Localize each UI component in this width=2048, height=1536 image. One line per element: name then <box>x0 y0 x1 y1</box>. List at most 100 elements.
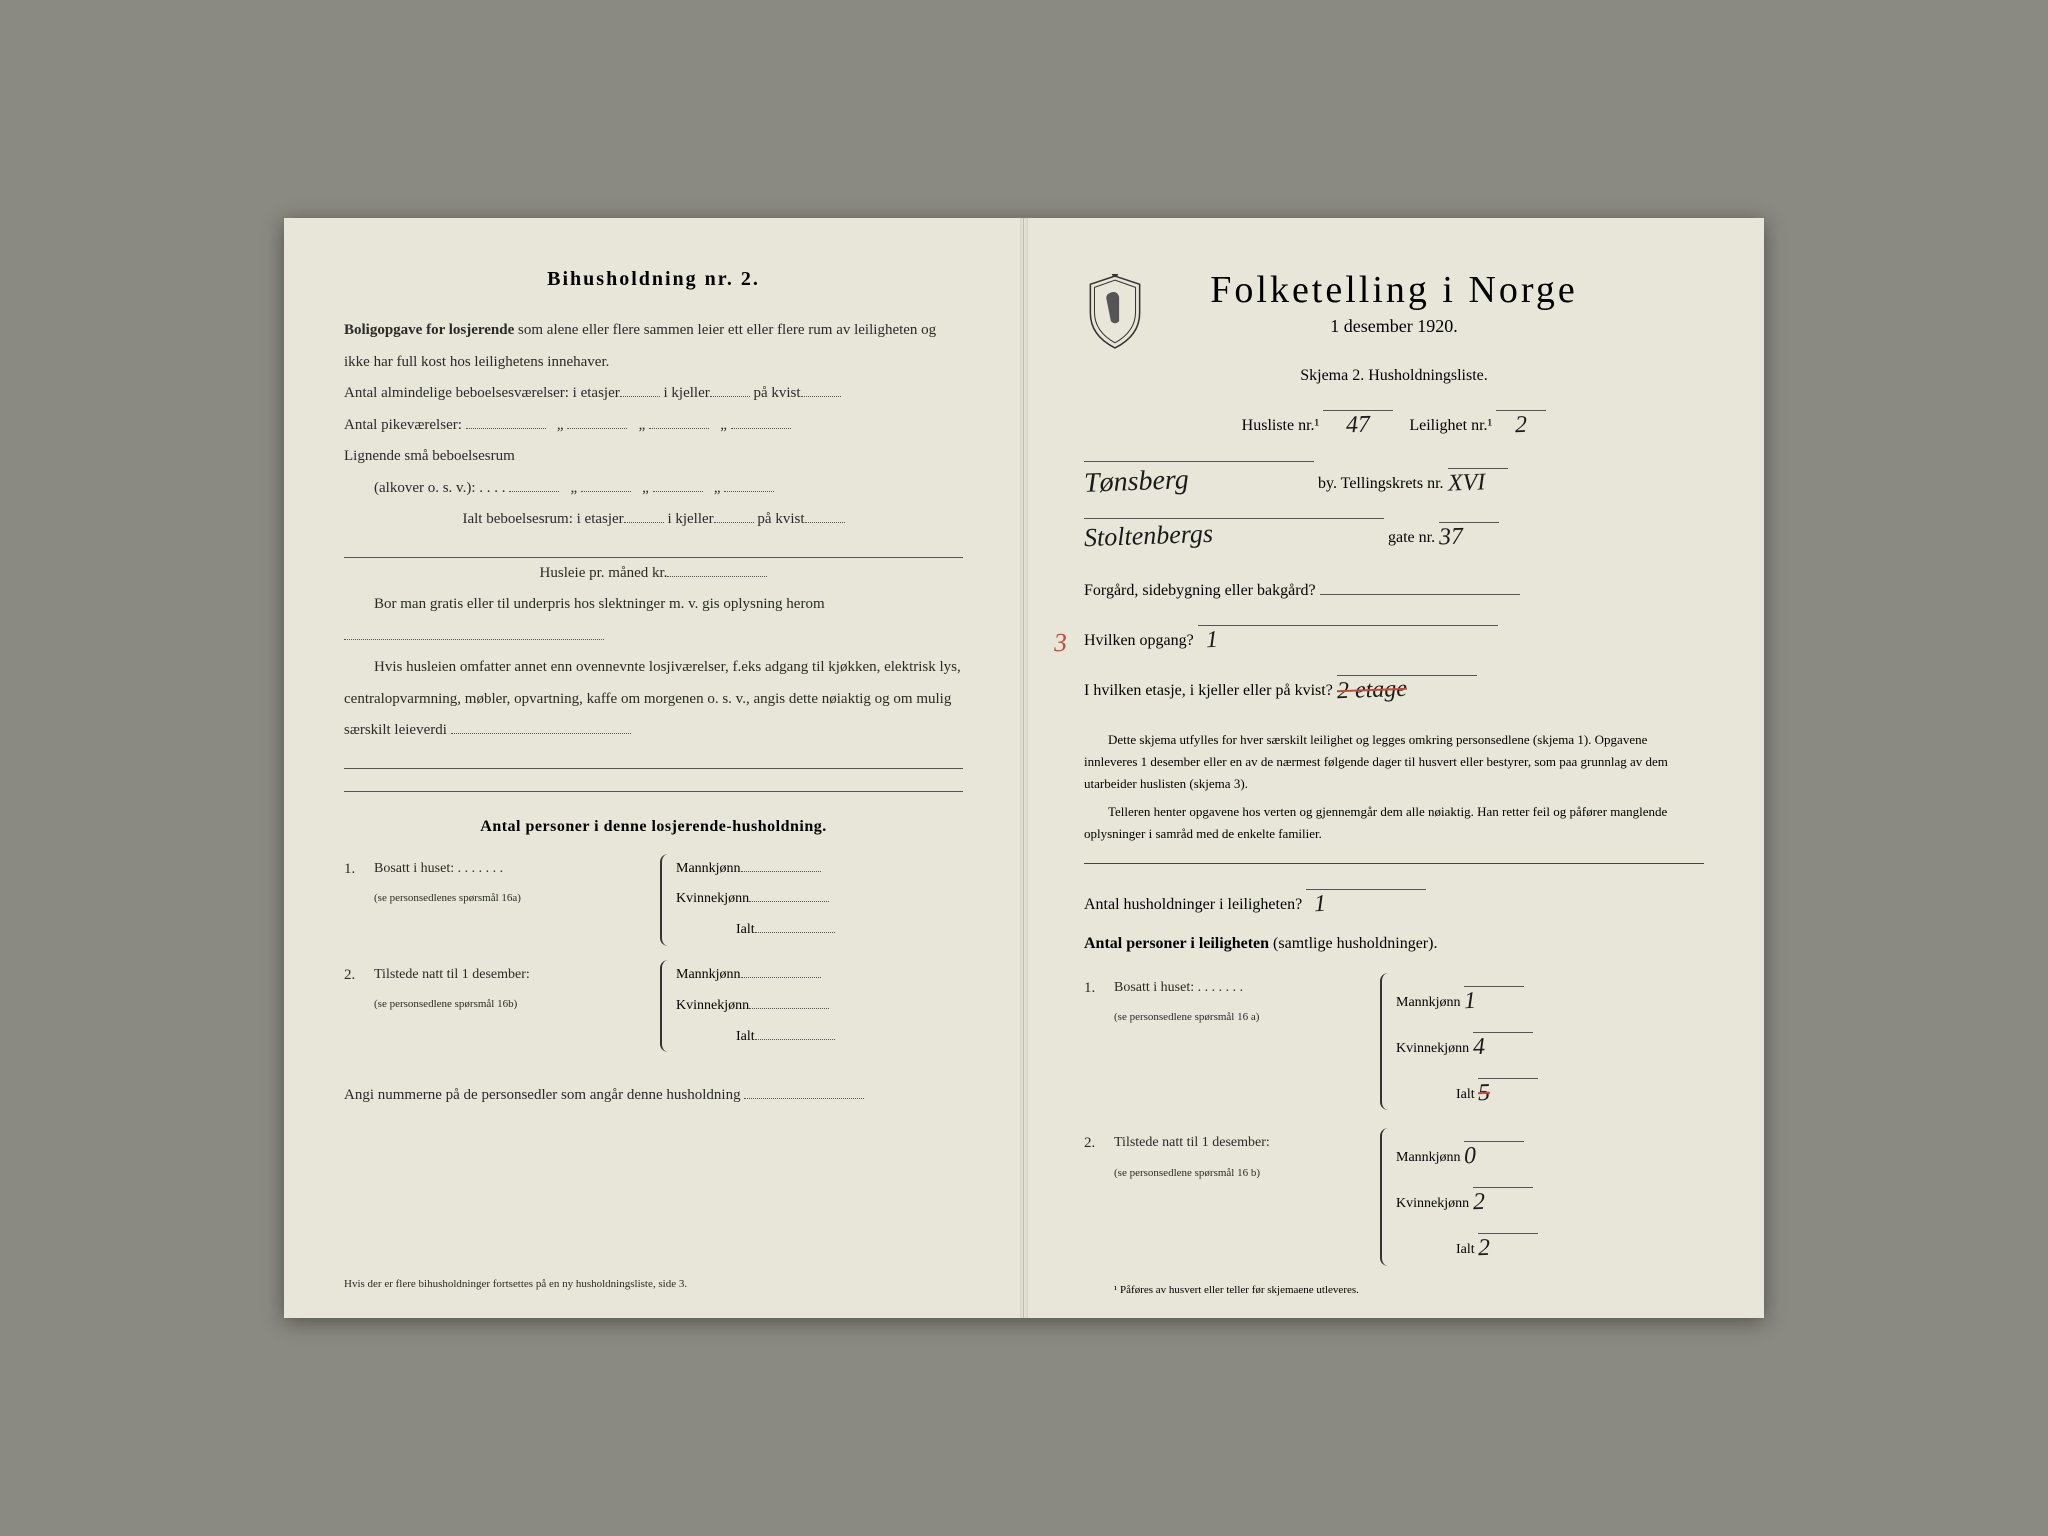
total-label: Ialt beboelsesrum: i etasjer <box>462 511 623 527</box>
r-bm-blank: 1 <box>1464 973 1524 987</box>
r-bi-blank: 5 <box>1478 1065 1538 1079</box>
husliste-blank: 47 <box>1323 395 1393 411</box>
blank-bi <box>755 919 835 933</box>
blank-bk <box>749 888 829 902</box>
num-2: 2. <box>344 960 374 1052</box>
r-bosatt-row: 1. Bosatt i huset: . . . . . . . (se per… <box>1084 973 1704 1110</box>
blank-husleie <box>451 719 631 734</box>
husliste-line: Husliste nr.¹ 47 Leilighet nr.¹ 2 <box>1084 395 1704 445</box>
tilstede-label: Tilstede natt til 1 desember: <box>374 967 530 982</box>
hush-line: Antal husholdninger i leiligheten? 1 <box>1084 874 1704 924</box>
blank-tot2 <box>714 508 754 523</box>
alkover-label: (alkover o. s. v.): . . . . <box>374 480 506 496</box>
leilighet-blank: 2 <box>1496 395 1546 411</box>
gratis-text: Bor man gratis eller til underpris hos s… <box>374 596 825 612</box>
rooms-label-3: på kvist <box>753 385 800 401</box>
maid-line: Antal pikeværelser: „ „ „ <box>344 410 963 442</box>
blank-alk2 <box>581 477 631 492</box>
blank-maid2 <box>567 414 627 429</box>
small-rooms-line: Lignende små beboelsesrum (alkover o. s.… <box>344 441 963 504</box>
left-footnote: Hvis der er flere bihusholdninger fortse… <box>344 1273 963 1296</box>
r-bosatt-label: Bosatt i huset: . . . . . . . <box>1114 980 1243 995</box>
bosatt-label-wrap: Bosatt i huset: . . . . . . . (se person… <box>374 854 654 946</box>
date-line: 1 desember 1920. <box>1084 316 1704 337</box>
r-tilstede-label-wrap: Tilstede natt til 1 desember: (se person… <box>1114 1128 1374 1265</box>
left-heading: Bihusholdning nr. 2. <box>344 268 963 291</box>
angi-text: Angi nummerne på de personsedler som ang… <box>344 1087 741 1103</box>
gate-blank: Stoltenbergs <box>1084 503 1384 519</box>
hush-blank: 1 <box>1306 874 1426 890</box>
census-document: Bihusholdning nr. 2. Boligopgave for los… <box>284 218 1764 1318</box>
total-label3: på kvist <box>757 511 804 527</box>
coat-of-arms-icon <box>1084 274 1146 350</box>
r-num-2: 2. <box>1084 1128 1114 1265</box>
small-label: Lignende små beboelsesrum <box>344 448 515 464</box>
right-footnote: ¹ Påføres av husvert eller teller før sk… <box>1114 1284 1359 1296</box>
blank-alk1 <box>509 477 559 492</box>
tilstede-mann: Mannkjønn <box>676 960 835 991</box>
opgang-line: Hvilken opgang? 1 <box>1084 610 1704 660</box>
main-title: Folketelling i Norge <box>1084 268 1704 312</box>
instructions-1: Dette skjema utfylles for hver særskilt … <box>1084 729 1704 795</box>
bosatt-brace: Mannkjønn Kvinnekjønn Ialt <box>660 854 835 946</box>
blank-tot1 <box>624 508 664 523</box>
etasje-line: I hvilken etasje, i kjeller eller på kvi… <box>1084 660 1704 710</box>
bosatt-mann: Mannkjønn <box>676 854 835 885</box>
divider <box>1084 863 1704 864</box>
maid-label: Antal pikeværelser: <box>344 417 462 433</box>
kvinne-l2: Kvinnekjønn <box>676 998 749 1013</box>
rooms-label-1: Antal almindelige beboelsesværelser: i e… <box>344 385 620 401</box>
pers-title-line: Antal personer i leiligheten (samtlige h… <box>1084 925 1704 963</box>
r-num-1: 1. <box>1084 973 1114 1110</box>
pers-sub: (samtlige husholdninger). <box>1269 935 1437 952</box>
blank-ti <box>755 1026 835 1040</box>
husleie-text: Hvis husleien omfatter annet enn ovennev… <box>344 659 961 738</box>
gatenr-blank: 37 <box>1439 507 1499 523</box>
r-bosatt-label-wrap: Bosatt i huset: . . . . . . . (se person… <box>1114 973 1374 1110</box>
r-tilstede-sub: (se personsedlene spørsmål 16 b) <box>1114 1167 1260 1179</box>
left-page: Bihusholdning nr. 2. Boligopgave for los… <box>284 218 1024 1318</box>
blank-maid3 <box>649 414 709 429</box>
etasje-val: 2 etage <box>1336 661 1408 721</box>
rooms-label-2: i kjeller <box>664 385 710 401</box>
left-intro: Boligopgave for losjerende som alene ell… <box>344 315 963 378</box>
tilstede-ialt: Ialt <box>676 1022 835 1053</box>
gatenr-val: 37 <box>1438 509 1464 567</box>
bosatt-row: 1. Bosatt i huset: . . . . . . . (se per… <box>344 854 963 946</box>
husliste-label: Husliste nr.¹ <box>1242 417 1320 434</box>
r-tilstede-mann: Mannkjønn 0 <box>1396 1128 1538 1174</box>
bosatt-label: Bosatt i huset: . . . . . . . <box>374 861 503 876</box>
r-i1: 5 <box>1477 1066 1491 1119</box>
forgard-line: Forgård, sidebygning eller bakgård? <box>1084 572 1704 610</box>
r-bosatt-brace: Mannkjønn 1 Kvinnekjønn 4 Ialt 5 <box>1380 973 1538 1110</box>
by-label: by. Tellingskrets nr. <box>1318 475 1444 492</box>
rent-line: Husleie pr. måned kr. <box>344 558 963 590</box>
blank-rent <box>667 562 767 577</box>
blank-kjeller <box>710 382 750 397</box>
etasje-label: I hvilken etasje, i kjeller eller på kvi… <box>1084 682 1333 699</box>
blank-alk4 <box>724 477 774 492</box>
kvinne-l: Kvinnekjønn <box>676 891 749 906</box>
margin-3: 3 <box>1053 628 1067 658</box>
blank-gratis <box>344 625 604 640</box>
total-label2: i kjeller <box>667 511 713 527</box>
r-tilstede-label: Tilstede natt til 1 desember: <box>1114 1135 1270 1150</box>
blank-bm <box>741 858 821 872</box>
by-line: Tønsberg by. Tellingskrets nr. XVI <box>1084 446 1704 503</box>
r-tilstede-ialt: Ialt 2 <box>1396 1220 1538 1266</box>
left-section-title: Antal personer i denne losjerende-hushol… <box>344 818 963 836</box>
r-ialt-l: Ialt <box>1456 1087 1475 1102</box>
instructions-2: Telleren henter opgavene hos verten og g… <box>1084 801 1704 845</box>
bosatt-kvinne: Kvinnekjønn <box>676 884 835 915</box>
rooms-line: Antal almindelige beboelsesværelser: i e… <box>344 378 963 410</box>
blank-alk3 <box>653 477 703 492</box>
r-mann-l2: Mannkjønn <box>1396 1150 1461 1165</box>
forgard-label: Forgård, sidebygning eller bakgård? <box>1084 582 1316 599</box>
tilstede-kvinne: Kvinnekjønn <box>676 991 835 1022</box>
bosatt-sub: (se personsedlenes spørsmål 16a) <box>374 892 521 904</box>
bosatt-ialt: Ialt <box>676 915 835 946</box>
blank-maid <box>466 414 546 429</box>
blank-kvist <box>801 382 841 397</box>
r-bosatt-sub: (se personsedlene spørsmål 16 a) <box>1114 1011 1259 1023</box>
blank-tot3 <box>805 508 845 523</box>
